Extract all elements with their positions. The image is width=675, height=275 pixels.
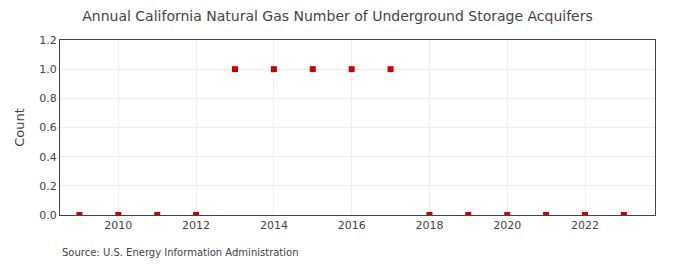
- svg-text:0.0: 0.0: [39, 209, 57, 222]
- svg-text:1.0: 1.0: [39, 63, 57, 76]
- svg-text:2012: 2012: [182, 219, 210, 232]
- svg-text:2018: 2018: [415, 219, 443, 232]
- svg-text:0.2: 0.2: [39, 180, 57, 193]
- svg-text:0.8: 0.8: [39, 92, 57, 105]
- svg-text:2022: 2022: [571, 219, 599, 232]
- svg-text:Annual California Natural Gas: Annual California Natural Gas Number of …: [82, 8, 593, 24]
- svg-text:Source: U.S. Energy Informatio: Source: U.S. Energy Information Administ…: [62, 247, 299, 258]
- svg-text:2016: 2016: [338, 219, 366, 232]
- svg-text:2020: 2020: [493, 219, 521, 232]
- svg-text:2010: 2010: [104, 219, 132, 232]
- svg-text:0.4: 0.4: [39, 151, 57, 164]
- svg-text:0.6: 0.6: [39, 121, 57, 134]
- svg-text:Count: Count: [12, 108, 27, 147]
- svg-text:2014: 2014: [260, 219, 288, 232]
- svg-text:1.2: 1.2: [39, 34, 57, 47]
